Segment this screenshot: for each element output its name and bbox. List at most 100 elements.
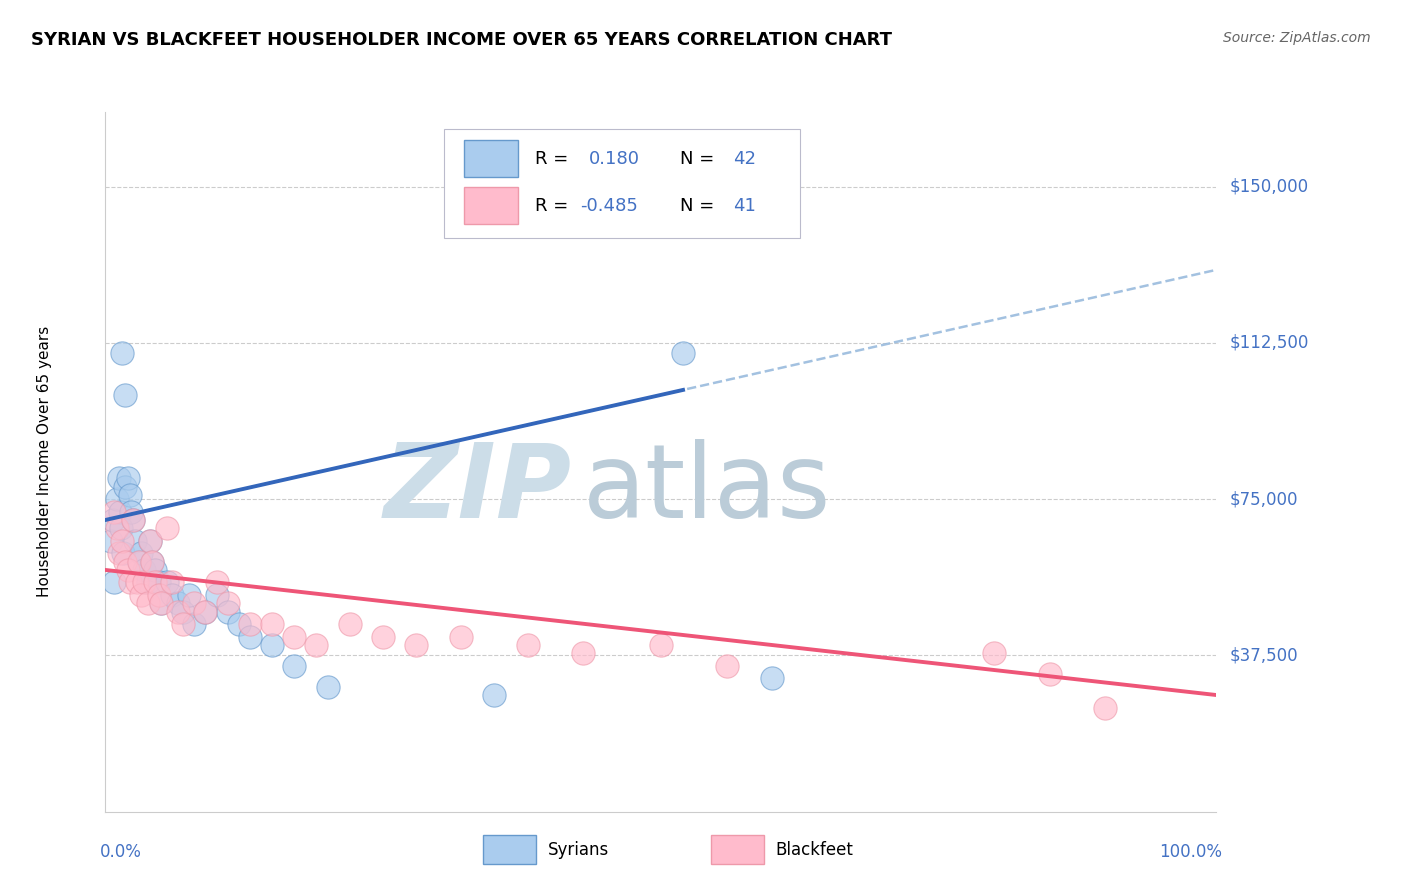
Point <box>316 680 339 694</box>
Point <box>148 588 170 602</box>
Point <box>136 575 159 590</box>
Point <box>117 563 139 577</box>
Point <box>148 575 170 590</box>
Text: 0.0%: 0.0% <box>100 843 142 862</box>
Text: 100.0%: 100.0% <box>1159 843 1222 862</box>
Text: ZIP: ZIP <box>384 439 572 541</box>
Point <box>450 630 472 644</box>
Point <box>572 646 595 660</box>
Point <box>105 492 128 507</box>
Point <box>262 617 284 632</box>
Point <box>128 555 150 569</box>
Point <box>150 596 173 610</box>
Point <box>650 638 672 652</box>
Point <box>183 617 205 632</box>
Point <box>111 533 134 548</box>
Text: atlas: atlas <box>583 439 831 541</box>
Point <box>194 605 217 619</box>
Point <box>1038 667 1062 681</box>
Point <box>172 617 194 632</box>
Point <box>118 488 141 502</box>
Point <box>136 596 159 610</box>
Point <box>107 471 129 485</box>
Point <box>134 563 156 577</box>
Point <box>120 505 142 519</box>
Point <box>107 546 129 560</box>
Point <box>141 555 163 569</box>
Point <box>128 555 150 569</box>
Point <box>122 513 145 527</box>
Text: $112,500: $112,500 <box>1230 334 1309 351</box>
Point <box>129 588 152 602</box>
Point <box>103 513 125 527</box>
Point <box>177 588 200 602</box>
Point <box>239 630 262 644</box>
Point <box>114 555 136 569</box>
Point <box>103 505 125 519</box>
Point <box>405 638 427 652</box>
Text: 41: 41 <box>733 197 756 215</box>
Text: $150,000: $150,000 <box>1230 178 1309 195</box>
Point <box>139 533 162 548</box>
Text: $75,000: $75,000 <box>1230 490 1299 508</box>
Point <box>129 546 152 560</box>
Text: Source: ZipAtlas.com: Source: ZipAtlas.com <box>1223 31 1371 45</box>
Point <box>111 346 134 360</box>
FancyBboxPatch shape <box>464 187 517 224</box>
Point <box>205 588 228 602</box>
Point <box>371 630 394 644</box>
Point <box>110 521 132 535</box>
Text: 0.180: 0.180 <box>589 150 640 168</box>
Point <box>100 533 122 548</box>
Point <box>112 546 135 560</box>
Point <box>155 575 177 590</box>
Point <box>217 605 239 619</box>
Text: SYRIAN VS BLACKFEET HOUSEHOLDER INCOME OVER 65 YEARS CORRELATION CHART: SYRIAN VS BLACKFEET HOUSEHOLDER INCOME O… <box>31 31 891 49</box>
Point <box>672 346 695 360</box>
Point <box>103 575 125 590</box>
Point <box>339 617 361 632</box>
Point <box>262 638 284 652</box>
Text: N =: N = <box>679 150 720 168</box>
Text: $37,500: $37,500 <box>1230 647 1299 665</box>
Point <box>145 563 167 577</box>
Point <box>716 658 738 673</box>
Point <box>217 596 239 610</box>
Point <box>118 575 141 590</box>
Point <box>228 617 250 632</box>
Point <box>305 638 328 652</box>
Point <box>125 575 148 590</box>
Point <box>124 533 146 548</box>
Text: 42: 42 <box>733 150 756 168</box>
Point <box>145 575 167 590</box>
FancyBboxPatch shape <box>711 835 763 864</box>
FancyBboxPatch shape <box>464 140 517 177</box>
Text: Blackfeet: Blackfeet <box>775 840 853 858</box>
Point <box>761 671 783 685</box>
Point <box>150 596 173 610</box>
Point <box>283 630 305 644</box>
Point <box>166 605 188 619</box>
Point <box>114 388 136 402</box>
Point <box>983 646 1005 660</box>
Text: Householder Income Over 65 years: Householder Income Over 65 years <box>37 326 52 598</box>
Point <box>205 575 228 590</box>
Point <box>155 521 177 535</box>
Point <box>122 513 145 527</box>
Point <box>160 588 183 602</box>
Text: N =: N = <box>679 197 720 215</box>
Point <box>134 575 156 590</box>
Point <box>172 605 194 619</box>
Point <box>105 521 128 535</box>
Point <box>484 688 506 702</box>
Point <box>1094 700 1116 714</box>
Point <box>194 605 217 619</box>
Point <box>160 575 183 590</box>
FancyBboxPatch shape <box>444 129 800 237</box>
Text: Syrians: Syrians <box>547 840 609 858</box>
Point <box>139 533 162 548</box>
Point <box>239 617 262 632</box>
Point <box>183 596 205 610</box>
Text: -0.485: -0.485 <box>579 197 637 215</box>
Point <box>117 471 139 485</box>
